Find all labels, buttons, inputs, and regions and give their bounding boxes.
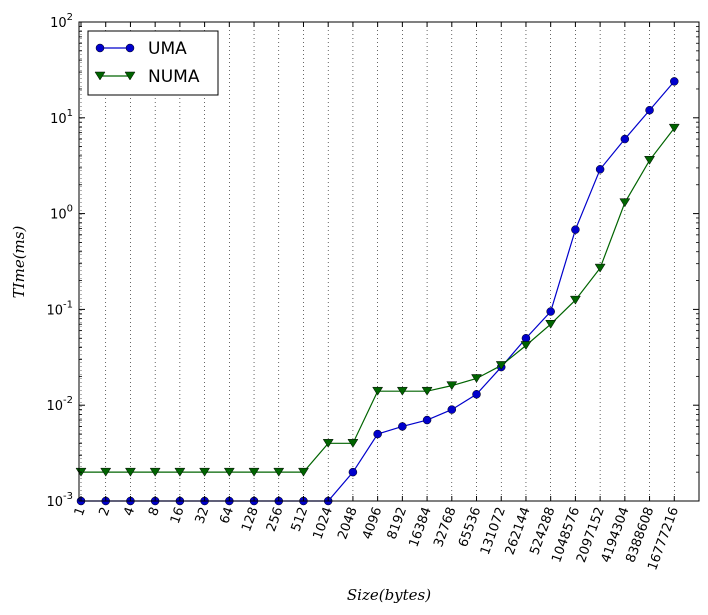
y-tick-labels: 10-3 10-2 10-1 100 101 102: [46, 12, 73, 510]
y-tick-label: 101: [50, 108, 73, 127]
legend: UMA NUMA: [87, 30, 219, 96]
x-tick-label: 2: [97, 505, 114, 518]
data-point-numa: [322, 439, 334, 448]
legend-frame: [87, 30, 219, 96]
data-point-uma: [571, 225, 580, 234]
x-tick-label: 4096: [360, 505, 385, 541]
data-point-numa: [668, 123, 680, 133]
data-point-numa: [100, 467, 112, 477]
data-point-uma: [472, 390, 481, 399]
data-point-numa: [248, 467, 260, 477]
data-point-numa: [495, 361, 507, 370]
data-point-numa: [149, 467, 161, 477]
y-axis-label: TIme(ms): [10, 226, 28, 299]
data-point-uma: [620, 134, 630, 144]
data-point-numa: [298, 467, 309, 477]
y-tick-label: 10-1: [46, 299, 73, 318]
data-point-numa: [471, 374, 482, 383]
data-point-uma: [670, 77, 679, 86]
plot-area-frame: [78, 21, 700, 502]
legend-uma-marker: [125, 43, 135, 53]
legend-numa-marker: [124, 71, 136, 81]
data-point-numa: [644, 156, 656, 165]
x-tick-label: 512: [289, 505, 312, 533]
x-tick-label: 64: [217, 505, 237, 526]
legend-uma-label: UMA: [148, 39, 187, 59]
y-tick-label: 102: [50, 12, 73, 31]
x-tick-label: 4: [121, 505, 138, 518]
x-tick-label: 16: [168, 505, 188, 526]
legend-numa-label: NUMA: [148, 67, 200, 87]
x-axis-label: Size(bytes): [347, 586, 431, 604]
x-tick-label: 128: [239, 505, 262, 533]
x-tick-label: 256: [264, 505, 287, 533]
data-point-numa: [619, 198, 631, 208]
data-point-numa: [174, 467, 186, 477]
data-point-uma: [447, 405, 457, 414]
data-point-uma: [348, 467, 358, 477]
x-tick-label: 1024: [311, 505, 336, 541]
data-point-numa: [421, 386, 433, 396]
x-tick-label: 32768: [431, 505, 459, 549]
data-point-numa: [446, 381, 458, 391]
data-point-numa: [372, 386, 384, 396]
data-point-numa: [273, 467, 285, 477]
legend-uma-marker: [95, 43, 105, 53]
series-line-numa: [81, 127, 675, 473]
data-point-uma: [398, 422, 407, 431]
data-point-numa: [520, 341, 532, 350]
x-tick-label: 16384: [407, 505, 435, 549]
data-point-numa: [569, 295, 581, 305]
data-point-uma: [373, 429, 382, 439]
x-tick-label: 65536: [456, 505, 484, 549]
y-tick-label: 100: [50, 204, 73, 223]
x-tick-label: 32: [193, 505, 213, 526]
data-point-numa: [124, 467, 136, 477]
data-point-uma: [595, 165, 605, 174]
data-point-numa: [545, 319, 557, 329]
x-tick-label: 8192: [385, 505, 410, 541]
series-lines: [75, 77, 680, 506]
data-point-numa: [223, 467, 235, 477]
axis-ticks: [79, 21, 699, 502]
x-tick-label: 8: [146, 505, 163, 518]
data-point-numa: [199, 467, 211, 477]
x-tick-label: 2048: [335, 505, 360, 541]
data-point-uma: [521, 333, 531, 343]
data-point-uma: [546, 307, 555, 316]
data-point-numa: [347, 439, 359, 448]
data-point-uma: [645, 105, 654, 115]
legend-numa-marker: [94, 71, 106, 81]
x-tick-labels: 1 2 4 8 16 32 64 128 256 512 1024 2048 4096 819216384…: [72, 505, 682, 572]
x-tick-label: 1: [72, 505, 89, 518]
data-point-uma: [422, 415, 432, 425]
y-tick-label: 10-2: [46, 395, 73, 414]
y-tick-label: 10-3: [46, 491, 73, 510]
data-point-numa: [594, 263, 606, 273]
data-point-numa: [396, 386, 408, 396]
